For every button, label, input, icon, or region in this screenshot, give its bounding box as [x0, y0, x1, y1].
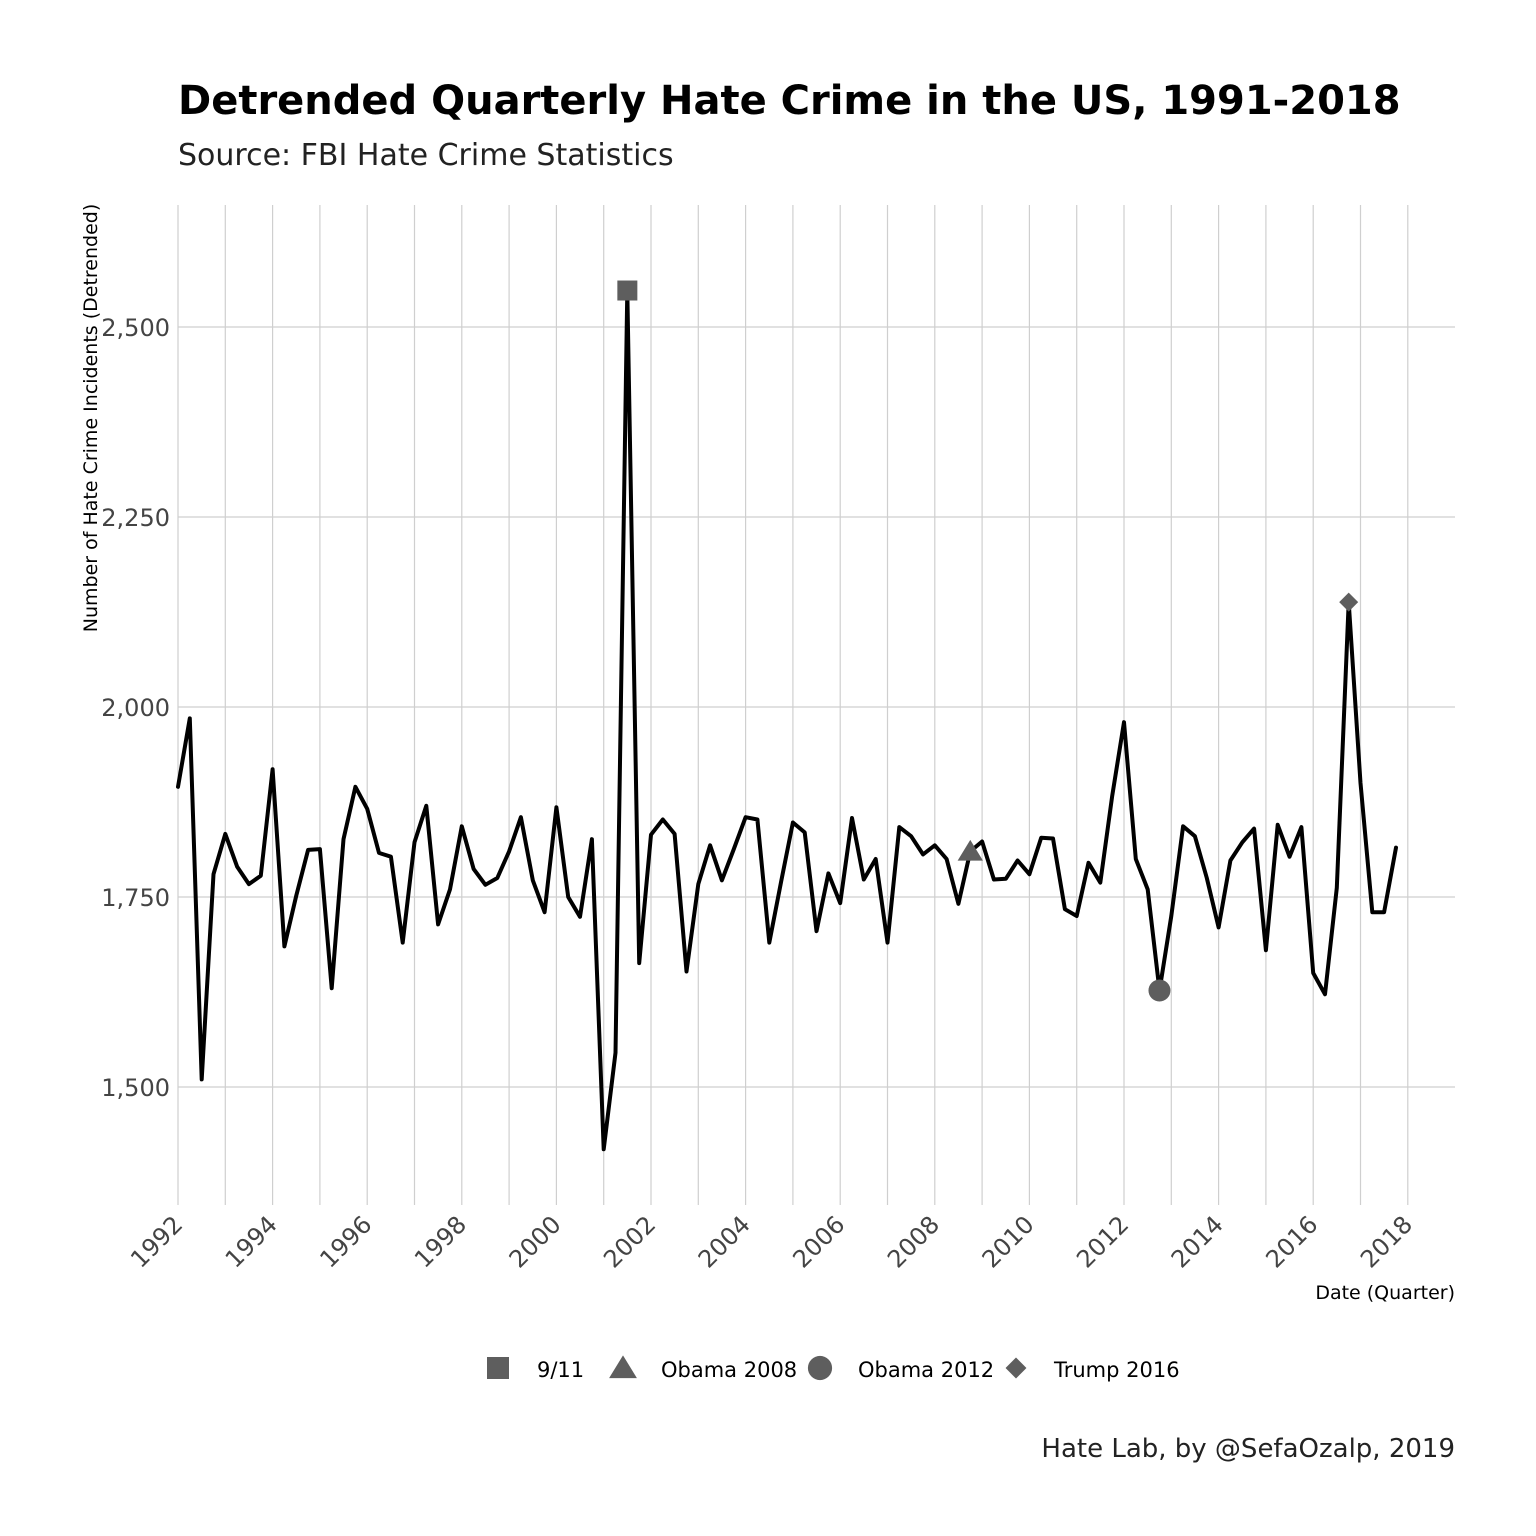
chart-title: Detrended Quarterly Hate Crime in the US… [178, 78, 1401, 124]
y-tick-label: 1,500 [101, 1074, 170, 1102]
legend-label: 9/11 [537, 1358, 584, 1382]
legend-key [487, 1357, 509, 1379]
x-tick-label: 2018 [1355, 1210, 1418, 1273]
x-tick-label: 2010 [977, 1210, 1040, 1273]
y-tick-label: 2,250 [101, 504, 170, 532]
x-tick-label: 2000 [504, 1210, 567, 1273]
x-tick-label: 1998 [409, 1210, 472, 1273]
x-axis-label: Date (Quarter) [1315, 1282, 1455, 1304]
series-line [176, 288, 1398, 1152]
y-tick-label: 2,000 [101, 694, 170, 722]
legend-key [807, 1355, 833, 1381]
legend-label: Obama 2012 [858, 1358, 994, 1382]
legend-key [1005, 1357, 1027, 1379]
x-tick-label: 1992 [125, 1210, 188, 1273]
event-marker [1148, 979, 1171, 1002]
caption: Hate Lab, by @SefaOzalp, 2019 [1041, 1434, 1455, 1464]
x-tick-label: 1994 [220, 1210, 283, 1273]
x-tick-label: 2002 [598, 1210, 661, 1273]
chart-subtitle: Source: FBI Hate Crime Statistics [178, 138, 674, 173]
legend-label: Obama 2008 [661, 1358, 797, 1382]
event-marker [1339, 592, 1359, 612]
plot-area: 1992 1994 1996 1998 2000 2002 2004 2006 2008 2010… [101, 205, 1455, 1273]
legend: 9/11 Obama 2008 Obama 2012 Trump 2016 [487, 1355, 1180, 1382]
x-tick-label: 1996 [314, 1210, 377, 1273]
legend-key [609, 1355, 637, 1379]
y-tick-label: 2,500 [101, 314, 170, 342]
y-axis-label: Number of Hate Crime Incidents (Detrende… [80, 204, 102, 633]
x-tick-label: 2012 [1071, 1210, 1134, 1273]
x-tick-label: 2006 [787, 1210, 850, 1273]
event-marker [957, 839, 983, 861]
x-tick-label: 2008 [882, 1210, 945, 1273]
x-tick-label: 2016 [1260, 1210, 1323, 1273]
x-tick-label: 2004 [693, 1210, 756, 1273]
event-marker [617, 280, 638, 301]
y-tick-label: 1,750 [101, 884, 170, 912]
x-tick-label: 2014 [1166, 1210, 1229, 1273]
legend-label: Trump 2016 [1053, 1358, 1180, 1382]
